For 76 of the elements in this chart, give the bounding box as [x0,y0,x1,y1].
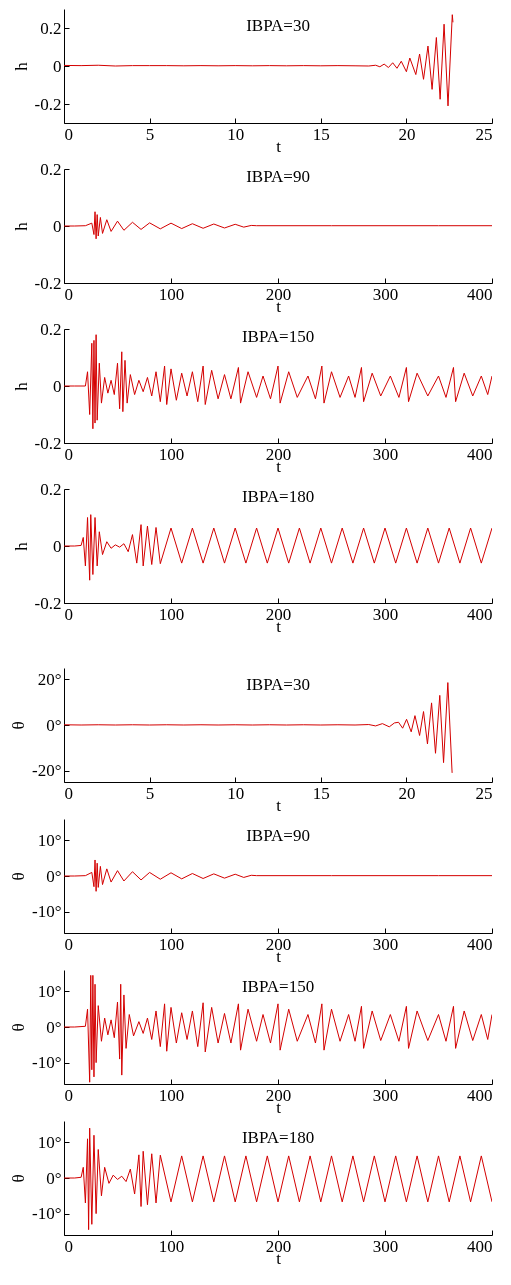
y-tick-label: -0.2 [34,433,62,453]
chart-title: IBPA=30 [246,16,310,35]
x-tick-label: 100 [158,1085,185,1105]
y-tick-label: 0° [46,1168,62,1188]
y-tick-label: 0.2 [40,479,62,499]
x-tick-label: 300 [372,1085,399,1105]
x-tick-label: 15 [312,783,330,803]
y-tick-label: 0 [53,216,62,236]
y-tick-label: 0.2 [40,159,62,179]
y-axis-title: θ [9,1174,29,1183]
y-tick-label: -20° [32,761,62,781]
x-tick-label: 5 [145,783,155,803]
y-tick-label: -10° [32,1204,62,1224]
y-tick-label: -0.2 [34,593,62,613]
x-tick-label: 15 [312,124,330,144]
x-tick-label: 300 [372,1236,399,1256]
line-series [64,974,492,1083]
y-tick-label: 0° [46,866,62,886]
x-tick-label: 25 [475,124,493,144]
y-tick-label: 20° [37,669,62,689]
y-axis-title: θ [9,721,29,730]
x-tick-label: 100 [158,284,185,304]
x-tick-label: 300 [372,284,399,304]
y-axis-title: h [11,381,31,391]
y-tick-label: 0.2 [40,319,62,339]
y-axis-title: θ [9,872,29,881]
x-tick-label: 5 [145,124,155,144]
y-tick-label: 0° [46,1017,62,1037]
y-tick-label: 10° [37,981,62,1001]
y-axis-title: h [11,221,31,231]
y-tick-label: 0 [53,376,62,396]
chart-title: IBPA=90 [246,826,310,845]
y-tick-label: 0 [53,536,62,556]
x-tick-label: 20 [398,124,416,144]
x-tick-label: 400 [467,934,493,954]
x-tick-label: 300 [372,604,399,624]
y-tick-label: -10° [32,902,62,922]
x-tick-label: 400 [467,1085,493,1105]
x-tick-label: 400 [467,604,493,624]
line-series [64,14,454,107]
x-tick-label: 400 [467,1236,493,1256]
chart-title: IBPA=180 [241,487,315,506]
y-tick-label: -10° [32,1053,62,1073]
x-axis-title: t [276,136,282,156]
y-tick-label: 0 [53,56,62,76]
x-tick-label: 100 [158,444,185,464]
y-axis-title: h [11,541,31,551]
y-tick-label: -0.2 [34,273,62,293]
chart-title: IBPA=90 [246,167,310,186]
x-tick-label: 300 [372,934,399,954]
chart-title: IBPA=150 [241,327,315,346]
x-tick-label: 400 [467,284,493,304]
y-tick-label: 10° [37,830,62,850]
x-tick-label: 300 [372,444,399,464]
line-series [64,859,492,892]
chart-title: IBPA=150 [241,977,315,996]
y-tick-label: 10° [37,1132,62,1152]
chart-title: IBPA=30 [246,675,310,694]
x-tick-label: 100 [158,604,185,624]
y-axis-title: h [11,61,31,71]
x-axis-title: t [276,795,282,815]
line-series [64,514,492,581]
chart-title: IBPA=180 [241,1128,315,1147]
x-tick-label: 25 [475,783,493,803]
y-axis-title: θ [9,1023,29,1032]
x-tick-label: 20 [398,783,416,803]
line-series [64,211,492,240]
x-tick-label: 400 [467,444,493,464]
y-tick-label: 0° [46,715,62,735]
x-tick-label: 10 [227,783,245,803]
x-tick-label: 100 [158,934,185,954]
y-tick-label: 0.2 [40,18,62,38]
x-tick-label: 100 [158,1236,185,1256]
line-series [64,1127,492,1231]
x-tick-label: 10 [227,124,245,144]
y-tick-label: -0.2 [34,94,62,114]
